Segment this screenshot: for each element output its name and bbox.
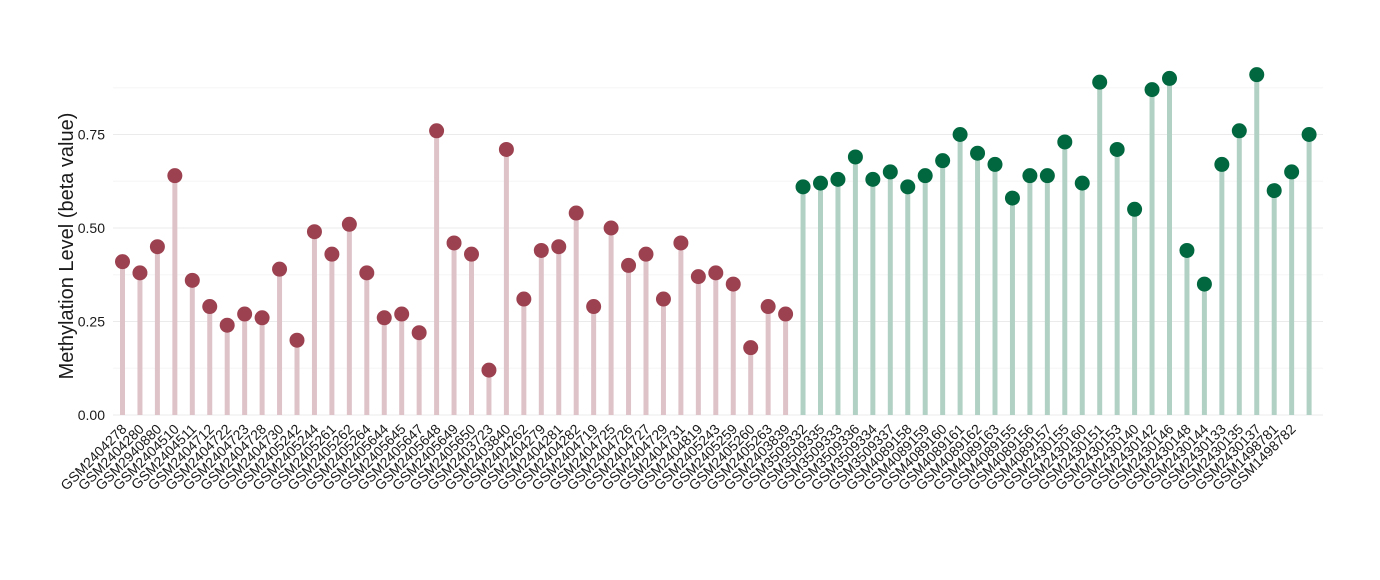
lollipop-point — [621, 257, 637, 273]
lollipop-point — [1074, 175, 1090, 191]
lollipop-point — [900, 179, 916, 195]
lollipop-point — [1231, 123, 1247, 139]
lollipop-point — [743, 340, 759, 356]
lollipop-point — [1249, 67, 1265, 83]
lollipop-point — [115, 254, 130, 270]
lollipop-point — [341, 216, 357, 232]
lollipop-point — [184, 272, 200, 288]
lollipop-point — [1214, 156, 1230, 172]
lollipop-point — [1266, 183, 1282, 199]
lollipop-point — [935, 153, 951, 169]
lollipop-point — [882, 164, 898, 180]
lollipop-point — [1179, 242, 1195, 258]
lollipop-point — [1162, 70, 1177, 86]
lollipop-point — [725, 276, 741, 292]
lollipop-point — [655, 291, 671, 307]
lollipop-point — [1039, 168, 1055, 184]
lollipop-point — [1144, 82, 1160, 98]
lollipop-point — [778, 306, 794, 322]
lollipop-point — [1092, 74, 1108, 90]
lollipop-point — [132, 265, 148, 281]
x-axis-ticks: GSM2404278GSM2404280GSM2940880GSM2404510… — [57, 421, 1299, 494]
lollipop-point — [551, 239, 567, 255]
y-tick-label: 0.00 — [78, 407, 105, 423]
lollipop-point — [516, 291, 532, 307]
lollipop-point — [289, 332, 305, 348]
lollipop-point — [865, 171, 881, 187]
lollipop-point — [1196, 276, 1212, 292]
lollipop-point — [324, 246, 340, 262]
lollipop-point — [813, 175, 828, 191]
lollipop-point — [272, 261, 288, 277]
lollipop-point — [446, 235, 462, 251]
lollipop-point — [481, 362, 497, 378]
y-tick-label: 0.25 — [78, 314, 105, 330]
lollipop-point — [464, 246, 479, 262]
lollipop-point — [429, 123, 445, 139]
lollipop-point — [149, 239, 165, 255]
y-axis-ticks: 0.00 0.25 0.50 0.75 — [78, 127, 105, 424]
lollipop-point — [917, 168, 933, 184]
lollipop-point — [1057, 134, 1073, 150]
points — [115, 67, 1317, 378]
lollipop-point — [760, 299, 776, 315]
lollipop-point — [359, 265, 375, 281]
lollipop-point — [1109, 141, 1125, 157]
lollipop-point — [237, 306, 253, 322]
lollipop-point — [830, 171, 846, 187]
lollipop-point — [411, 325, 427, 341]
lollipop-point — [586, 299, 602, 315]
lollipop-point — [376, 310, 392, 326]
lollipop-point — [952, 127, 968, 142]
lollipop-point — [708, 265, 724, 281]
lollipop-point — [603, 220, 619, 236]
lollipop-point — [795, 179, 811, 195]
lollipop-point — [847, 149, 863, 165]
lollipop-point — [1022, 168, 1038, 184]
lollipop-point — [638, 246, 654, 262]
y-axis-label: Methylation Level (beta value) — [56, 113, 78, 380]
lollipop-point — [690, 269, 706, 285]
lollipop-point — [1004, 190, 1020, 206]
lollipop-point — [167, 168, 183, 184]
lollipop-point — [219, 317, 235, 333]
lollipop-point — [1301, 127, 1317, 142]
stems — [120, 74, 1312, 415]
lollipop-point — [987, 156, 1003, 172]
y-tick-label: 0.50 — [78, 220, 105, 236]
lollipop-point — [970, 145, 986, 161]
lollipop-point — [533, 242, 549, 258]
lollipop-point — [673, 235, 689, 251]
lollipop-point — [394, 306, 410, 322]
lollipop-point — [1284, 164, 1300, 180]
lollipop-point — [498, 141, 514, 157]
lollipop-point — [306, 224, 322, 240]
lollipop-point — [1127, 201, 1143, 217]
lollipop-point — [254, 310, 270, 326]
lollipop-point — [202, 299, 218, 315]
lollipop-point — [568, 205, 584, 221]
y-tick-label: 0.75 — [78, 127, 105, 143]
